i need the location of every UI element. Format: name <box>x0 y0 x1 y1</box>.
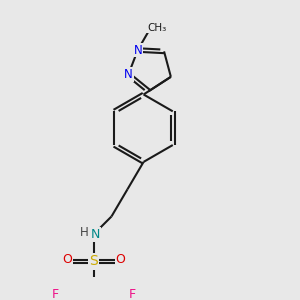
Text: O: O <box>116 253 125 266</box>
Text: S: S <box>89 254 98 268</box>
Text: F: F <box>52 289 59 300</box>
Text: N: N <box>91 228 100 241</box>
Text: H: H <box>80 226 88 239</box>
Text: N: N <box>124 68 133 81</box>
Text: F: F <box>128 289 136 300</box>
Text: CH₃: CH₃ <box>147 22 167 33</box>
Text: O: O <box>62 253 72 266</box>
Text: N: N <box>134 44 142 56</box>
